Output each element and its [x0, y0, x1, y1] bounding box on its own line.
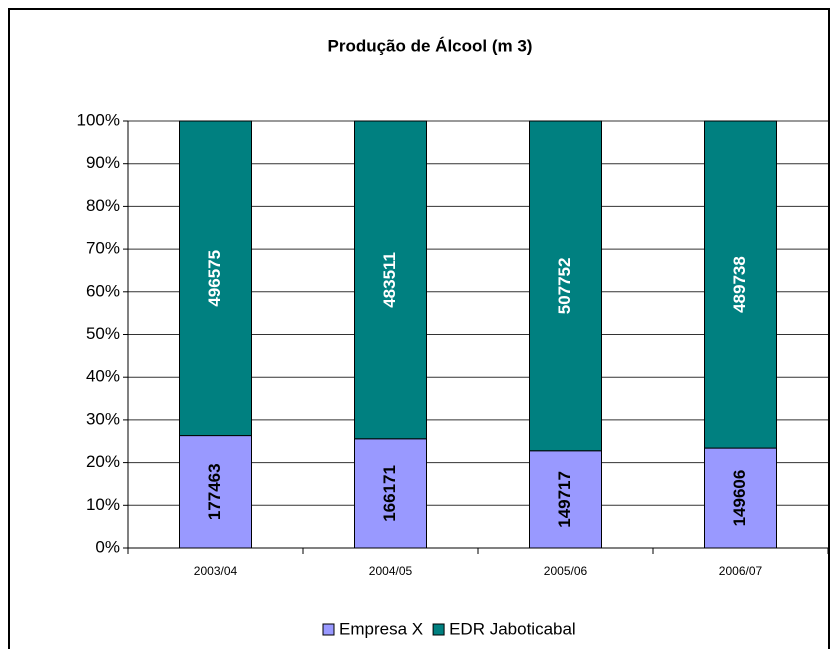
legend-swatch [432, 623, 445, 636]
data-label: 166171 [380, 465, 399, 522]
x-tick-label: 2006/07 [719, 564, 763, 578]
data-label: 177463 [205, 463, 224, 520]
x-tick-label: 2003/04 [194, 564, 238, 578]
bar-segment [529, 120, 602, 452]
y-tick-label: 60% [86, 281, 120, 300]
y-tick-label: 10% [86, 495, 120, 514]
y-tick-label: 20% [86, 452, 120, 471]
data-label: 483511 [380, 252, 399, 308]
y-tick-label: 90% [86, 153, 120, 172]
bar-segment [179, 120, 252, 437]
data-label: 496575 [205, 250, 224, 307]
bar-segment [704, 447, 777, 549]
y-tick-label: 80% [86, 196, 120, 215]
y-tick-label: 0% [95, 537, 120, 556]
legend-swatch [322, 623, 335, 636]
y-tick-label: 70% [86, 239, 120, 258]
legend-label: EDR Jaboticabal [449, 619, 576, 638]
bar-segment [354, 438, 427, 549]
x-tick-label: 2004/05 [369, 564, 413, 578]
x-tick-label: 2005/06 [544, 564, 588, 578]
data-label: 507752 [555, 258, 574, 315]
bar-segment [529, 450, 602, 549]
y-tick-label: 30% [86, 409, 120, 428]
bar-segment [354, 120, 427, 440]
y-tick-label: 50% [86, 324, 120, 343]
legend-label: Empresa X [339, 619, 423, 638]
y-tick-label: 40% [86, 367, 120, 386]
data-label: 149606 [730, 470, 749, 527]
data-label: 149717 [555, 471, 574, 528]
bar-segment [179, 435, 252, 549]
bar-segment [704, 120, 777, 449]
y-tick-label: 100% [77, 110, 120, 129]
data-label: 489738 [730, 256, 749, 313]
chart-title: Produção de Álcool (m 3) [328, 36, 533, 55]
